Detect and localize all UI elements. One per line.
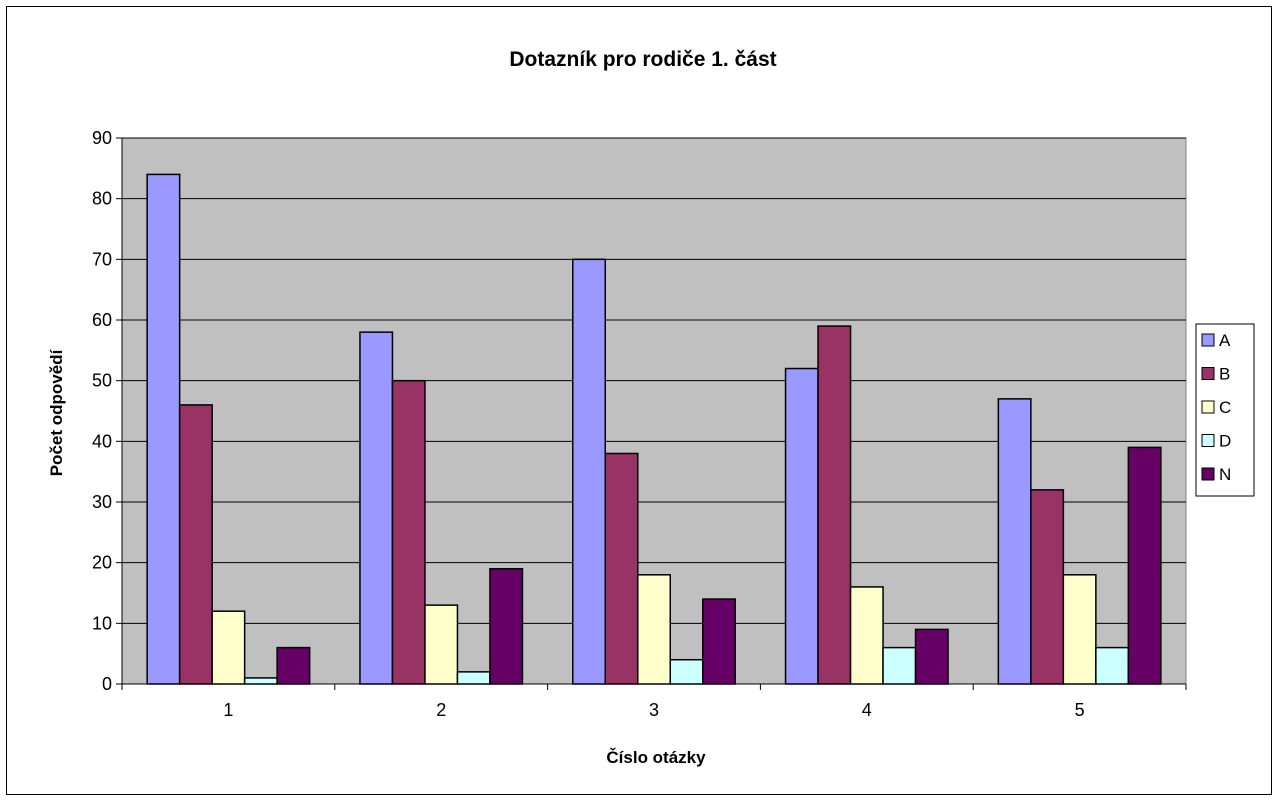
plot-area: 0 10 20 30 40 50 60 70 80 90 1 2 3 4 5 — [92, 128, 1187, 720]
legend-swatch-c — [1201, 400, 1215, 414]
legend-label-a: A — [1219, 331, 1231, 350]
bar-b — [604, 452, 639, 685]
y-tick-label: 40 — [92, 431, 112, 451]
legend-label-c: C — [1219, 398, 1231, 417]
bar-n — [914, 628, 949, 685]
y-tick-label: 80 — [92, 189, 112, 209]
x-tick-label: 4 — [862, 700, 872, 720]
bar-a — [997, 398, 1032, 685]
bar-c — [849, 586, 884, 685]
y-tick-label: 90 — [92, 128, 112, 148]
bar-b — [391, 379, 426, 685]
legend-swatch-n — [1201, 467, 1215, 481]
bar-a — [146, 173, 181, 685]
bar-d — [1095, 646, 1130, 685]
legend-label-n: N — [1219, 465, 1231, 484]
bar-c — [424, 604, 459, 685]
bar-b — [817, 325, 852, 685]
bar-c — [1062, 574, 1097, 685]
legend-label-d: D — [1219, 432, 1231, 451]
y-axis-title: Počet odpovědí — [47, 348, 66, 476]
bar-n — [276, 646, 311, 685]
bar-d — [243, 677, 278, 685]
y-tick-label: 30 — [92, 492, 112, 512]
x-tick-label: 2 — [436, 700, 446, 720]
legend-swatch-a — [1201, 333, 1215, 347]
y-tick-label: 0 — [102, 674, 112, 694]
bar-c — [637, 574, 671, 685]
legend-swatch-b — [1201, 367, 1215, 380]
bar-d — [669, 658, 704, 685]
y-tick-label: 60 — [92, 310, 112, 330]
y-tick-label: 20 — [92, 553, 112, 573]
bar-d — [456, 671, 491, 685]
chart-title: Dotazník pro rodiče 1. část — [509, 48, 776, 71]
x-axis-title: Číslo otázky — [606, 748, 706, 767]
bar-b — [178, 404, 213, 685]
bar-n — [702, 598, 736, 685]
legend-swatch-d — [1201, 434, 1215, 447]
y-tick-label: 10 — [92, 613, 112, 633]
bar-a — [572, 258, 606, 685]
y-tick-label: 70 — [92, 249, 112, 269]
bar-a — [784, 367, 819, 685]
x-tick-label: 3 — [649, 700, 659, 720]
bar-n — [489, 567, 524, 685]
bar-c — [211, 610, 246, 685]
legend-label-b: B — [1219, 365, 1230, 384]
bar-n — [1127, 446, 1162, 685]
bar-a — [359, 331, 394, 685]
x-tick-label: 5 — [1075, 700, 1085, 720]
x-tick-label: 1 — [223, 700, 233, 720]
y-tick-label: 50 — [92, 371, 112, 391]
bar-d — [882, 646, 917, 685]
bar-b — [1030, 489, 1065, 685]
